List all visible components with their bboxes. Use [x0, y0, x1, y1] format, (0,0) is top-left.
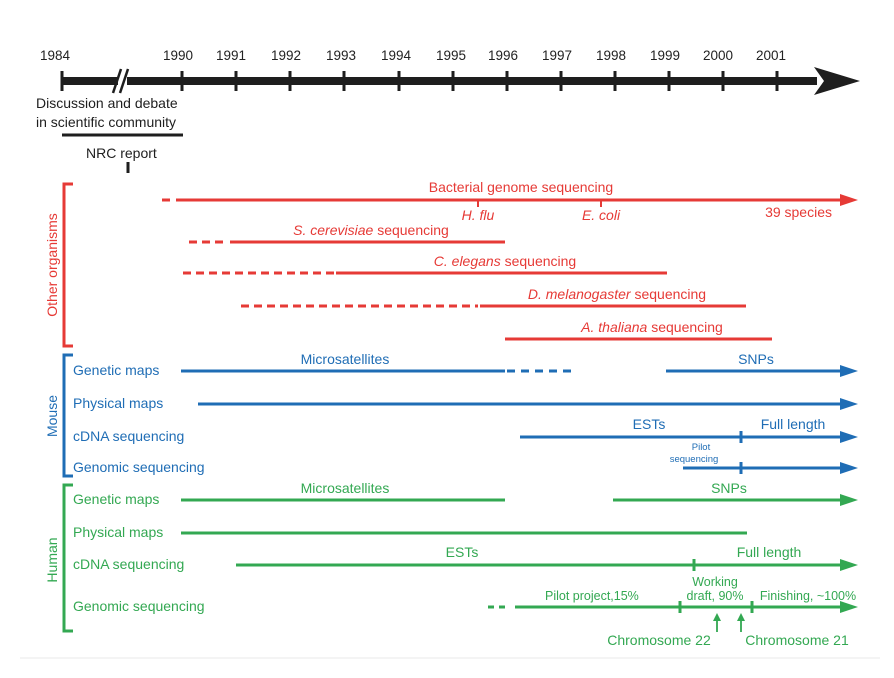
year-label-1993: 1993 [326, 48, 356, 63]
mouse-group: Mouse Genetic maps Microsatellites SNPs … [44, 351, 858, 478]
year-label-1998: 1998 [596, 48, 626, 63]
human-label: Human [44, 537, 60, 582]
year-label-1991: 1991 [216, 48, 246, 63]
chromosome-21-arrow [737, 613, 745, 632]
timeline-axis [60, 67, 860, 95]
year-label-1996: 1996 [488, 48, 518, 63]
mouse-physical-maps-label: Physical maps [73, 395, 163, 411]
mouse-genomic-label: Genomic sequencing [73, 459, 205, 475]
year-label-1984: 1984 [40, 48, 71, 63]
chromosome-22-arrow [713, 613, 721, 632]
ecoli-label: E. coli [582, 207, 621, 223]
human-bracket [62, 483, 73, 633]
mouse-genetic-maps-label: Genetic maps [73, 362, 159, 378]
year-label-1997: 1997 [542, 48, 572, 63]
bacterial-arrowhead [840, 194, 858, 206]
mouse-ests-label: ESTs [633, 416, 666, 432]
year-label-1995: 1995 [436, 48, 466, 63]
hflu-label: H. flu [462, 207, 495, 223]
timeline: 1984 1990 1991 1992 1993 1994 1995 1996 … [36, 48, 860, 173]
human-physical-maps-label: Physical maps [73, 524, 163, 540]
discussion-label-line2: in scientific community [36, 114, 176, 130]
human-snps-label: SNPs [711, 480, 747, 496]
bacterial-sequencing-label: Bacterial genome sequencing [429, 179, 613, 195]
dmelanogaster-label: D. melanogaster sequencing [528, 286, 706, 302]
mouse-microsatellites-label: Microsatellites [301, 351, 390, 367]
human-ests-label: ESTs [446, 544, 479, 560]
human-genomic-label: Genomic sequencing [73, 598, 205, 614]
human-working-draft-line2: draft, 90% [687, 589, 744, 603]
scerevisiae-label: S. cerevisiae sequencing [293, 222, 449, 238]
other-organisms-label: Other organisms [44, 213, 60, 316]
year-label-1992: 1992 [271, 48, 301, 63]
species-count-label: 39 species [765, 204, 832, 220]
other-organisms-bracket [62, 182, 73, 348]
human-genetic-maps-label: Genetic maps [73, 491, 159, 507]
year-label-1990: 1990 [163, 48, 193, 63]
mouse-snps-label: SNPs [738, 351, 774, 367]
nrc-report-label: NRC report [86, 145, 157, 161]
year-label-2000: 2000 [703, 48, 733, 63]
mouse-full-length-label: Full length [761, 416, 826, 432]
chromosome-22-label: Chromosome 22 [607, 632, 711, 648]
athaliana-label: A. thaliana sequencing [580, 319, 723, 335]
mouse-pilot-label-line1: Pilot [692, 442, 711, 453]
mouse-bracket [62, 353, 73, 478]
other-organisms-group: Other organisms Bacterial genome sequenc… [44, 179, 860, 348]
human-working-draft-line1: Working [692, 575, 738, 589]
celegans-label: C. elegans sequencing [434, 253, 576, 269]
year-label-1994: 1994 [381, 48, 412, 63]
human-finishing-label: Finishing, ~100% [760, 589, 856, 603]
year-label-2001: 2001 [756, 48, 786, 63]
mouse-label: Mouse [44, 395, 60, 437]
human-microsatellites-label: Microsatellites [301, 480, 390, 496]
mouse-cdna-label: cDNA sequencing [73, 428, 184, 444]
human-group: Human Genetic maps Microsatellites SNPs … [44, 480, 858, 648]
chromosome-21-label: Chromosome 21 [745, 632, 849, 648]
mouse-pilot-label-line2: sequencing [670, 454, 719, 465]
human-cdna-label: cDNA sequencing [73, 556, 184, 572]
discussion-label-line1: Discussion and debate [36, 95, 178, 111]
year-label-1999: 1999 [650, 48, 680, 63]
human-full-length-label: Full length [737, 544, 802, 560]
human-pilot-project-label: Pilot project,15% [545, 589, 639, 603]
